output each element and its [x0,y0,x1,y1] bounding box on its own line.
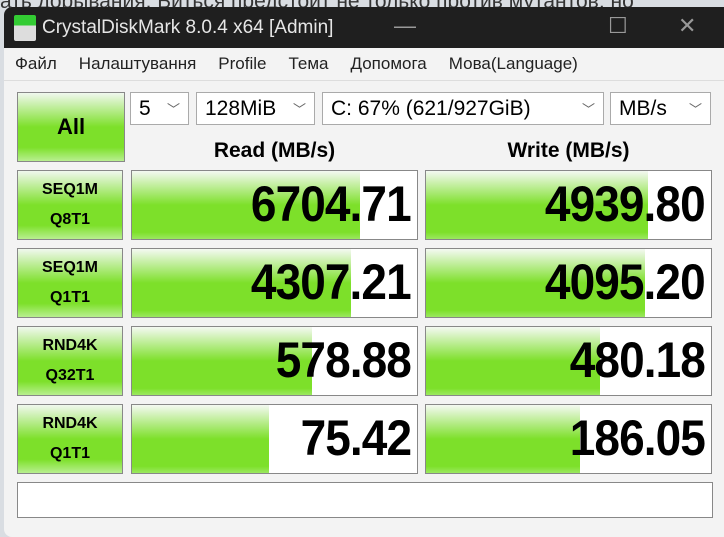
test-params: Q1T1 [49,289,90,306]
write-result: 4939.80 [425,170,712,240]
title-bar: CrystalDiskMark 8.0.4 x64 [Admin] — ☐ ✕ [4,7,724,48]
test-params: Q1T1 [49,445,90,462]
read-header: Read (MB/s) [213,139,336,162]
test-name: RND4K [42,415,98,432]
test-params: Q8T1 [49,211,90,228]
size-value: 128MiB [205,96,277,120]
all-button[interactable]: All [17,92,125,162]
menu-settings[interactable]: Налаштування [78,54,197,73]
write-bar [426,249,646,317]
test-button[interactable]: RND4K Q32T1 [17,326,123,396]
read-bar [132,327,312,395]
count-select[interactable]: 5 ﹀ [130,92,189,125]
unit-value: MB/s [619,96,667,120]
read-result: 75.42 [131,404,418,474]
write-result: 4095.20 [425,248,712,318]
read-bar [132,249,352,317]
chevron-down-icon: ﹀ [581,102,595,117]
write-value: 186.05 [569,410,706,466]
read-value: 6704.71 [251,176,412,232]
test-button[interactable]: RND4K Q1T1 [17,404,123,474]
test-params: Q32T1 [45,367,95,384]
read-value: 578.88 [275,332,412,388]
test-name: SEQ1M [41,259,98,276]
size-select[interactable]: 128MiB ﹀ [196,92,315,125]
menu-file[interactable]: Файл [15,54,57,73]
drive-select[interactable]: C: 67% (621/927GiB) ﹀ [322,92,604,125]
read-result: 6704.71 [131,170,418,240]
read-bar [132,171,360,239]
write-bar [426,327,600,395]
unit-select[interactable]: MB/s ﹀ [610,92,711,125]
read-result: 4307.21 [131,248,418,318]
read-bar [132,405,269,473]
crystaldiskmark-window: CrystalDiskMark 8.0.4 x64 [Admin] — ☐ ✕ … [4,7,724,537]
drive-value: C: 67% (621/927GiB) [331,96,531,120]
test-name: SEQ1M [41,181,98,198]
status-bar [17,482,713,518]
write-value: 480.18 [569,332,706,388]
test-name: RND4K [42,337,98,354]
write-result: 186.05 [425,404,712,474]
count-value: 5 [139,96,151,120]
app-icon [14,14,36,41]
write-bar [426,405,580,473]
menu-language[interactable]: Мова(Language) [448,54,578,73]
read-result: 578.88 [131,326,418,396]
maximize-button[interactable]: ☐ [608,13,628,38]
minimize-button[interactable]: — [394,13,416,38]
read-value: 4307.21 [251,254,412,310]
chevron-down-icon: ﹀ [688,102,702,117]
test-button[interactable]: SEQ1M Q8T1 [17,170,123,240]
window-title: CrystalDiskMark 8.0.4 x64 [Admin] [42,16,334,38]
chevron-down-icon: ﹀ [292,102,306,117]
menu-theme[interactable]: Тема [288,54,329,73]
write-value: 4095.20 [545,254,706,310]
write-result: 480.18 [425,326,712,396]
menu-help[interactable]: Допомога [350,54,427,73]
menu-profile[interactable]: Profile [218,54,267,73]
write-value: 4939.80 [545,176,706,232]
close-button[interactable]: ✕ [678,13,697,38]
chevron-down-icon: ﹀ [166,102,180,117]
test-button[interactable]: SEQ1M Q1T1 [17,248,123,318]
menu-bar: Файл Налаштування Profile Тема Допомога … [4,48,724,81]
write-bar [426,171,649,239]
write-header: Write (MB/s) [507,139,630,162]
read-value: 75.42 [300,410,411,466]
